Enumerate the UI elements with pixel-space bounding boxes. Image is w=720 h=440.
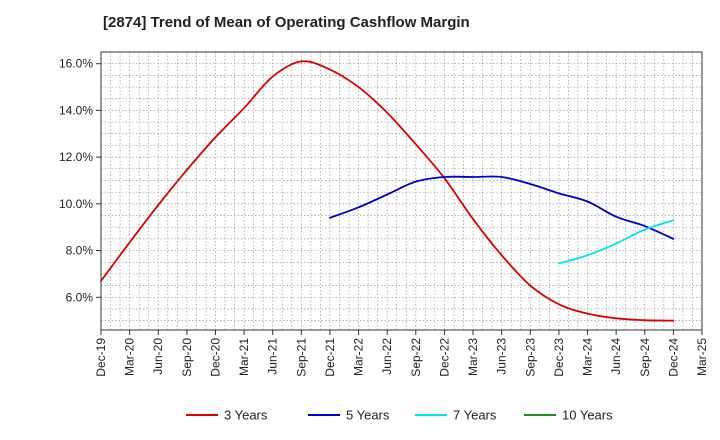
series-line-7-years [558,219,675,265]
x-tick-label: Dec-24 [666,338,680,377]
x-tick-label: Jun-20 [151,338,165,375]
y-tick-label: 16.0% [59,57,93,71]
y-tick-label: 12.0% [59,150,93,164]
y-tick-label: 10.0% [59,197,93,211]
y-axis: 6.0% 8.0% 10.0% 12.0% 14.0% 16.0% [59,57,101,304]
x-tick-label: Mar-25 [695,338,709,376]
series-line-3-years [100,60,675,322]
x-tick-label: Mar-24 [581,338,595,376]
x-tick-label: Sep-21 [294,338,308,377]
x-tick-label: Sep-22 [409,338,423,377]
legend-label: 7 Years [453,408,497,423]
legend-label: 5 Years [346,408,390,423]
x-tick-label: Sep-20 [180,338,194,377]
x-tick-label: Mar-23 [466,338,480,376]
legend-label: 10 Years [562,408,613,423]
x-tick-label: Dec-22 [437,338,451,377]
x-tick-label: Dec-20 [208,338,222,377]
legend: 3 Years 5 Years 7 Years 10 Years [186,408,613,423]
x-tick-label: Sep-24 [638,338,652,377]
series-lines [100,60,675,322]
legend-label: 3 Years [224,408,268,423]
x-tick-label: Dec-21 [323,338,337,377]
x-tick-label: Mar-22 [352,338,366,376]
x-tick-label: Mar-21 [237,338,251,376]
x-tick-label: Jun-22 [380,338,394,375]
y-tick-label: 8.0% [66,244,94,258]
chart-title: [2874] Trend of Mean of Operating Cashfl… [103,14,470,31]
y-tick-label: 14.0% [59,103,93,117]
x-tick-label: Dec-19 [94,338,108,377]
x-tick-label: Mar-20 [123,338,137,376]
plot-area [100,51,703,331]
x-tick-label: Dec-23 [552,338,566,377]
x-axis: Dec-19 Mar-20 Jun-20 Sep-20 Dec-20 Mar-21 Jun-… [94,330,709,377]
x-tick-label: Sep-23 [523,338,537,377]
grid-lines [100,51,703,330]
series-line-5-years [329,175,675,240]
y-tick-label: 6.0% [66,290,94,304]
x-tick-label: Jun-24 [609,338,623,375]
x-tick-label: Jun-23 [495,338,509,375]
x-tick-label: Jun-21 [266,338,280,375]
